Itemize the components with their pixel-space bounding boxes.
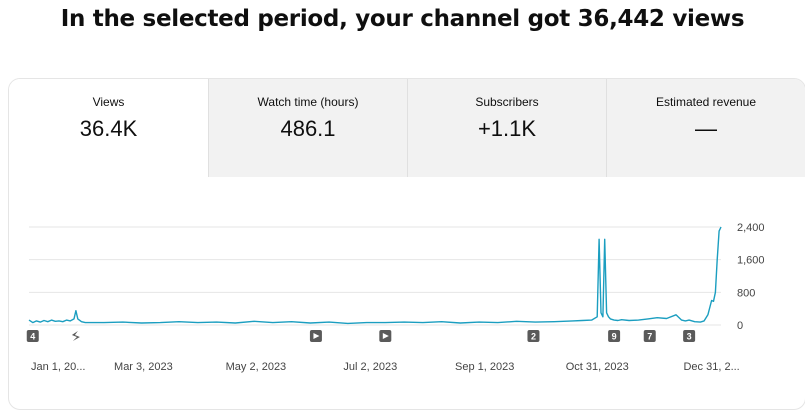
event-marker[interactable]: 2: [527, 330, 540, 342]
analytics-card: Views 36.4K Watch time (hours) 486.1 Sub…: [8, 78, 805, 410]
metric-tab-estimated-revenue[interactable]: Estimated revenue —: [606, 79, 805, 177]
page-headline: In the selected period, your channel got…: [60, 6, 745, 32]
event-marker[interactable]: [309, 330, 322, 342]
metric-tabs: Views 36.4K Watch time (hours) 486.1 Sub…: [9, 79, 805, 177]
views-series-line: [28, 226, 722, 325]
event-marker[interactable]: 4: [26, 330, 39, 342]
x-tick-label: May 2, 2023: [226, 361, 287, 373]
event-marker-box: [527, 330, 540, 342]
event-marker[interactable]: 9: [608, 330, 621, 342]
event-marker[interactable]: 7: [643, 330, 656, 342]
metric-tab-watch-time[interactable]: Watch time (hours) 486.1: [208, 79, 407, 177]
metric-label: Watch time (hours): [257, 95, 359, 109]
event-marker-count: 7: [647, 332, 652, 342]
event-marker[interactable]: [379, 330, 392, 342]
x-tick-label: Sep 1, 2023: [455, 361, 514, 373]
y-tick-label: 800: [737, 287, 755, 299]
event-marker[interactable]: 3: [683, 330, 696, 342]
x-tick-label: Jul 2, 2023: [343, 361, 397, 373]
metric-label: Subscribers: [475, 95, 539, 109]
event-marker-count: 3: [687, 332, 692, 342]
event-marker-count: 9: [612, 332, 617, 342]
event-marker-box: [608, 330, 621, 342]
x-tick-label: Oct 31, 2023: [566, 361, 629, 373]
event-marker[interactable]: [69, 330, 82, 342]
event-marker-box: [26, 330, 39, 342]
y-tick-label: 2,400: [737, 222, 765, 234]
event-marker-box: [683, 330, 696, 342]
play-icon: [382, 333, 389, 339]
views-chart-area: 2,400 1,600 800 0 4 2 9 7 3 Jan 1, 20... Mar 3, 20…: [9, 177, 805, 409]
metric-label: Estimated revenue: [655, 95, 757, 109]
event-marker-count: 4: [30, 332, 35, 342]
event-marker-box: [643, 330, 656, 342]
x-tick-label: Jan 1, 20...: [31, 361, 85, 373]
y-tick-label: 0: [737, 320, 743, 332]
metric-value: —: [695, 116, 717, 141]
x-tick-label: Dec 31, 2...: [683, 361, 739, 373]
metric-label: Views: [92, 95, 125, 109]
metric-tab-views[interactable]: Views 36.4K: [9, 79, 208, 177]
metric-value: +1.1K: [477, 116, 537, 141]
event-marker-count: 2: [531, 332, 536, 342]
y-tick-label: 1,600: [737, 255, 765, 267]
metric-value: 486.1: [280, 116, 336, 141]
views-line-chart: 2,400 1,600 800 0 4 2 9 7 3 Jan 1, 20... Mar 3, 20…: [26, 222, 765, 373]
x-tick-label: Mar 3, 2023: [114, 361, 173, 373]
metric-tab-subscribers[interactable]: Subscribers +1.1K: [407, 79, 606, 177]
play-icon: [313, 333, 320, 339]
metric-value: 36.4K: [79, 116, 138, 141]
shorts-icon: [71, 331, 80, 341]
